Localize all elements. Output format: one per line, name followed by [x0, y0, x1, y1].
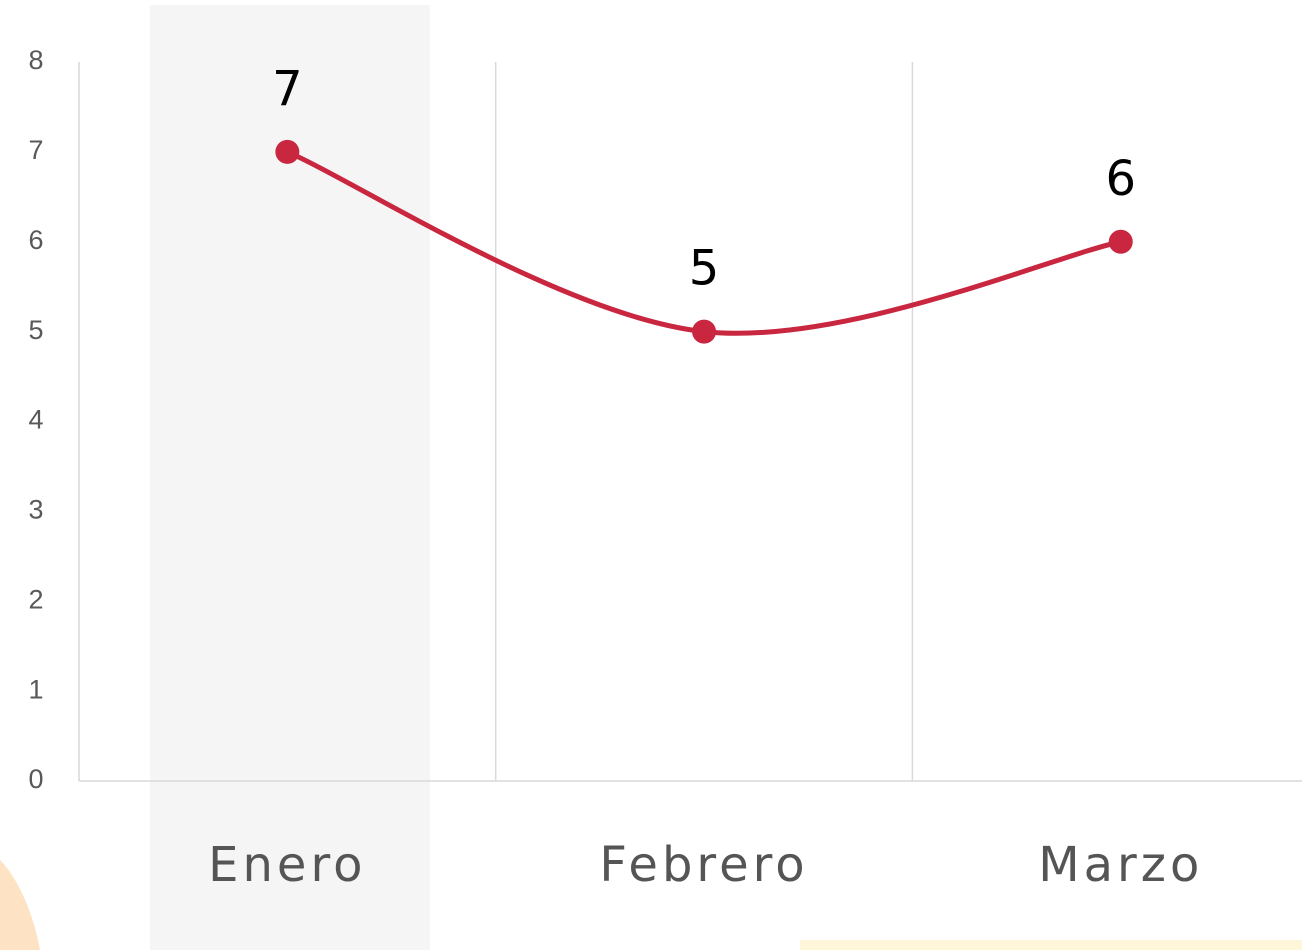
y-tick-label: 7 [28, 135, 43, 165]
y-tick-label: 1 [28, 674, 43, 704]
point [692, 319, 717, 344]
x-tick-label: Enero [208, 837, 366, 893]
data-label: 5 [689, 241, 720, 297]
y-tick-label: 6 [28, 225, 43, 255]
y-tick-label: 5 [28, 315, 43, 345]
y-tick-label: 4 [28, 405, 43, 435]
y-tick-label: 0 [28, 764, 43, 794]
y-tick-label: 2 [28, 584, 43, 614]
decoration [0, 860, 40, 950]
y-tick-label: 3 [28, 495, 43, 525]
point [1108, 229, 1133, 254]
x-tick-label: Marzo [1038, 837, 1203, 893]
x-tick-label: Febrero [599, 837, 808, 893]
data-label: 6 [1105, 151, 1136, 207]
decoration [800, 940, 1302, 950]
data-label: 7 [272, 61, 303, 117]
point [275, 139, 300, 164]
y-tick-label: 8 [28, 45, 43, 75]
